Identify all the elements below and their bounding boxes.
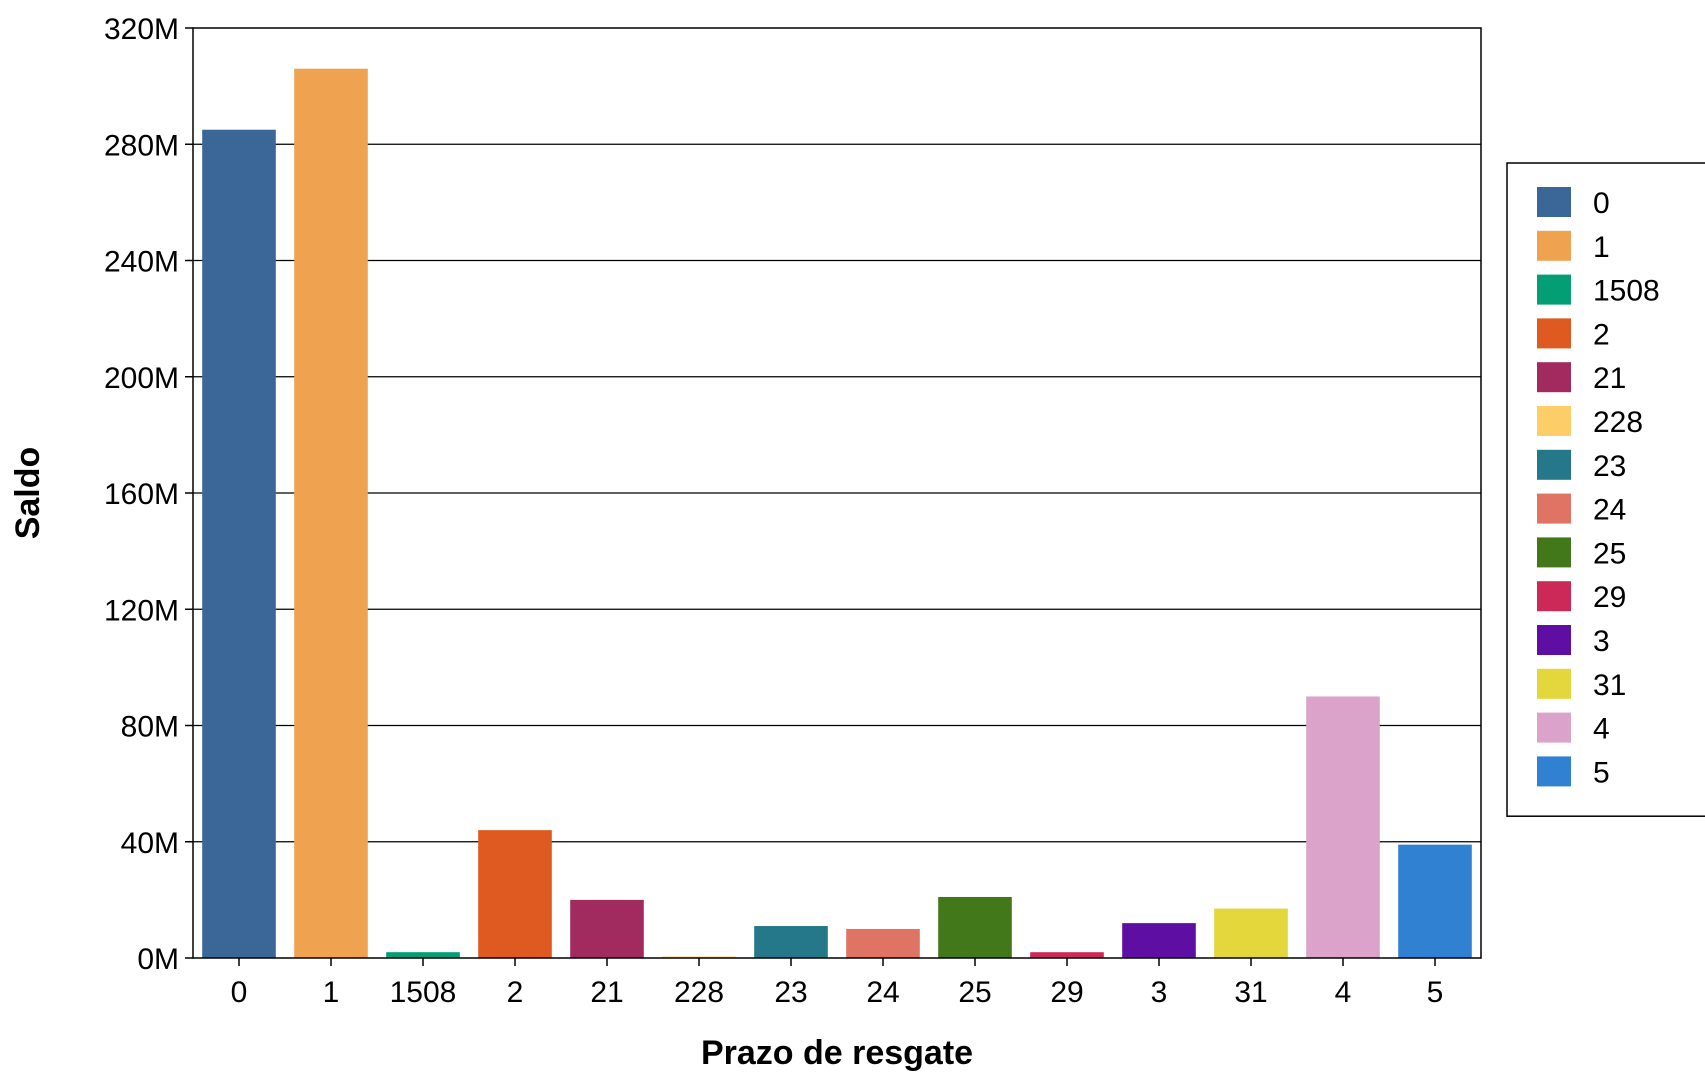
bar-2: [478, 830, 552, 958]
legend-swatch: [1537, 537, 1571, 568]
legend-swatch: [1537, 274, 1571, 305]
x-tick-label: 3: [1151, 976, 1168, 1009]
y-tick-label: 320M: [104, 13, 179, 46]
x-tick-label: 1: [323, 976, 340, 1009]
legend-swatch: [1537, 668, 1571, 699]
legend: 0 1 1508 2 21 228 23 24 25 29 3 31 4 5: [1506, 162, 1705, 817]
legend-swatch: [1537, 449, 1571, 480]
legend-swatch: [1537, 406, 1571, 436]
legend-label: 31: [1593, 669, 1626, 702]
legend-label: 25: [1593, 537, 1626, 570]
bar-31: [1214, 908, 1288, 958]
x-tick-label: 24: [866, 976, 899, 1009]
x-tick-label: 0: [231, 976, 248, 1009]
legend-swatch: [1537, 230, 1571, 261]
legend-label: 23: [1593, 450, 1626, 483]
legend-label: 21: [1593, 362, 1626, 395]
bar-5: [1398, 844, 1472, 958]
x-tick-label: 2: [507, 976, 524, 1009]
legend-label: 3: [1593, 625, 1610, 658]
gridlines: [193, 143, 1481, 843]
x-tick-label: 4: [1335, 976, 1352, 1009]
x-tick-label: 29: [1050, 976, 1083, 1009]
legend-label: 1: [1593, 231, 1610, 264]
legend-label: 1508: [1593, 275, 1660, 308]
legend-label: 4: [1593, 713, 1610, 746]
legend-frame: [1506, 162, 1705, 817]
x-tick-label: 25: [958, 976, 991, 1009]
legend-label: 228: [1593, 406, 1643, 439]
legend-label: 5: [1593, 756, 1610, 789]
bar-25: [938, 896, 1012, 958]
x-axis-ticks: 0 1 1508 2 21 228 23 24 25 29 3 31 4 5: [231, 958, 1444, 1009]
y-tick-label: 200M: [104, 362, 179, 395]
legend-swatch: [1537, 756, 1571, 787]
legend-swatch: [1537, 318, 1571, 349]
bar-24: [846, 928, 920, 958]
bars: [202, 68, 1472, 959]
legend-swatch: [1537, 625, 1571, 655]
legend-label: 29: [1593, 581, 1626, 614]
bar-1508: [386, 952, 460, 958]
x-tick-label: 5: [1427, 976, 1444, 1009]
x-tick-label: 21: [590, 976, 623, 1009]
legend-label: 2: [1593, 318, 1610, 351]
x-tick-label: 228: [674, 976, 724, 1009]
legend-swatch: [1537, 581, 1571, 612]
bar-3: [1122, 923, 1196, 958]
x-tick-label: 1508: [390, 976, 457, 1009]
bar-4: [1306, 696, 1380, 958]
legend-swatch: [1537, 712, 1571, 743]
x-axis-label: Prazo de resgate: [701, 1034, 973, 1072]
y-tick-label: 240M: [104, 246, 179, 279]
legend-swatch: [1537, 187, 1571, 217]
x-tick-label: 31: [1234, 976, 1267, 1009]
y-tick-label: 40M: [121, 827, 179, 860]
bar-1: [294, 68, 368, 958]
y-axis-label: Saldo: [9, 447, 47, 540]
bar-23: [754, 926, 828, 958]
legend-label: 24: [1593, 494, 1626, 527]
bar-29: [1030, 952, 1104, 958]
y-tick-label: 160M: [104, 478, 179, 511]
legend-swatch: [1537, 362, 1571, 393]
bar-0: [202, 129, 276, 958]
x-tick-label: 23: [774, 976, 807, 1009]
legend-swatch: [1537, 493, 1571, 524]
bar-21: [570, 899, 644, 958]
y-tick-label: 0M: [137, 943, 179, 976]
y-tick-label: 80M: [121, 711, 179, 744]
y-axis-ticks: 0M 40M 80M 120M 160M 200M 240M 280M 320M: [104, 13, 193, 976]
y-tick-label: 120M: [104, 594, 179, 627]
legend-label: 0: [1593, 187, 1610, 220]
y-tick-label: 280M: [104, 129, 179, 162]
